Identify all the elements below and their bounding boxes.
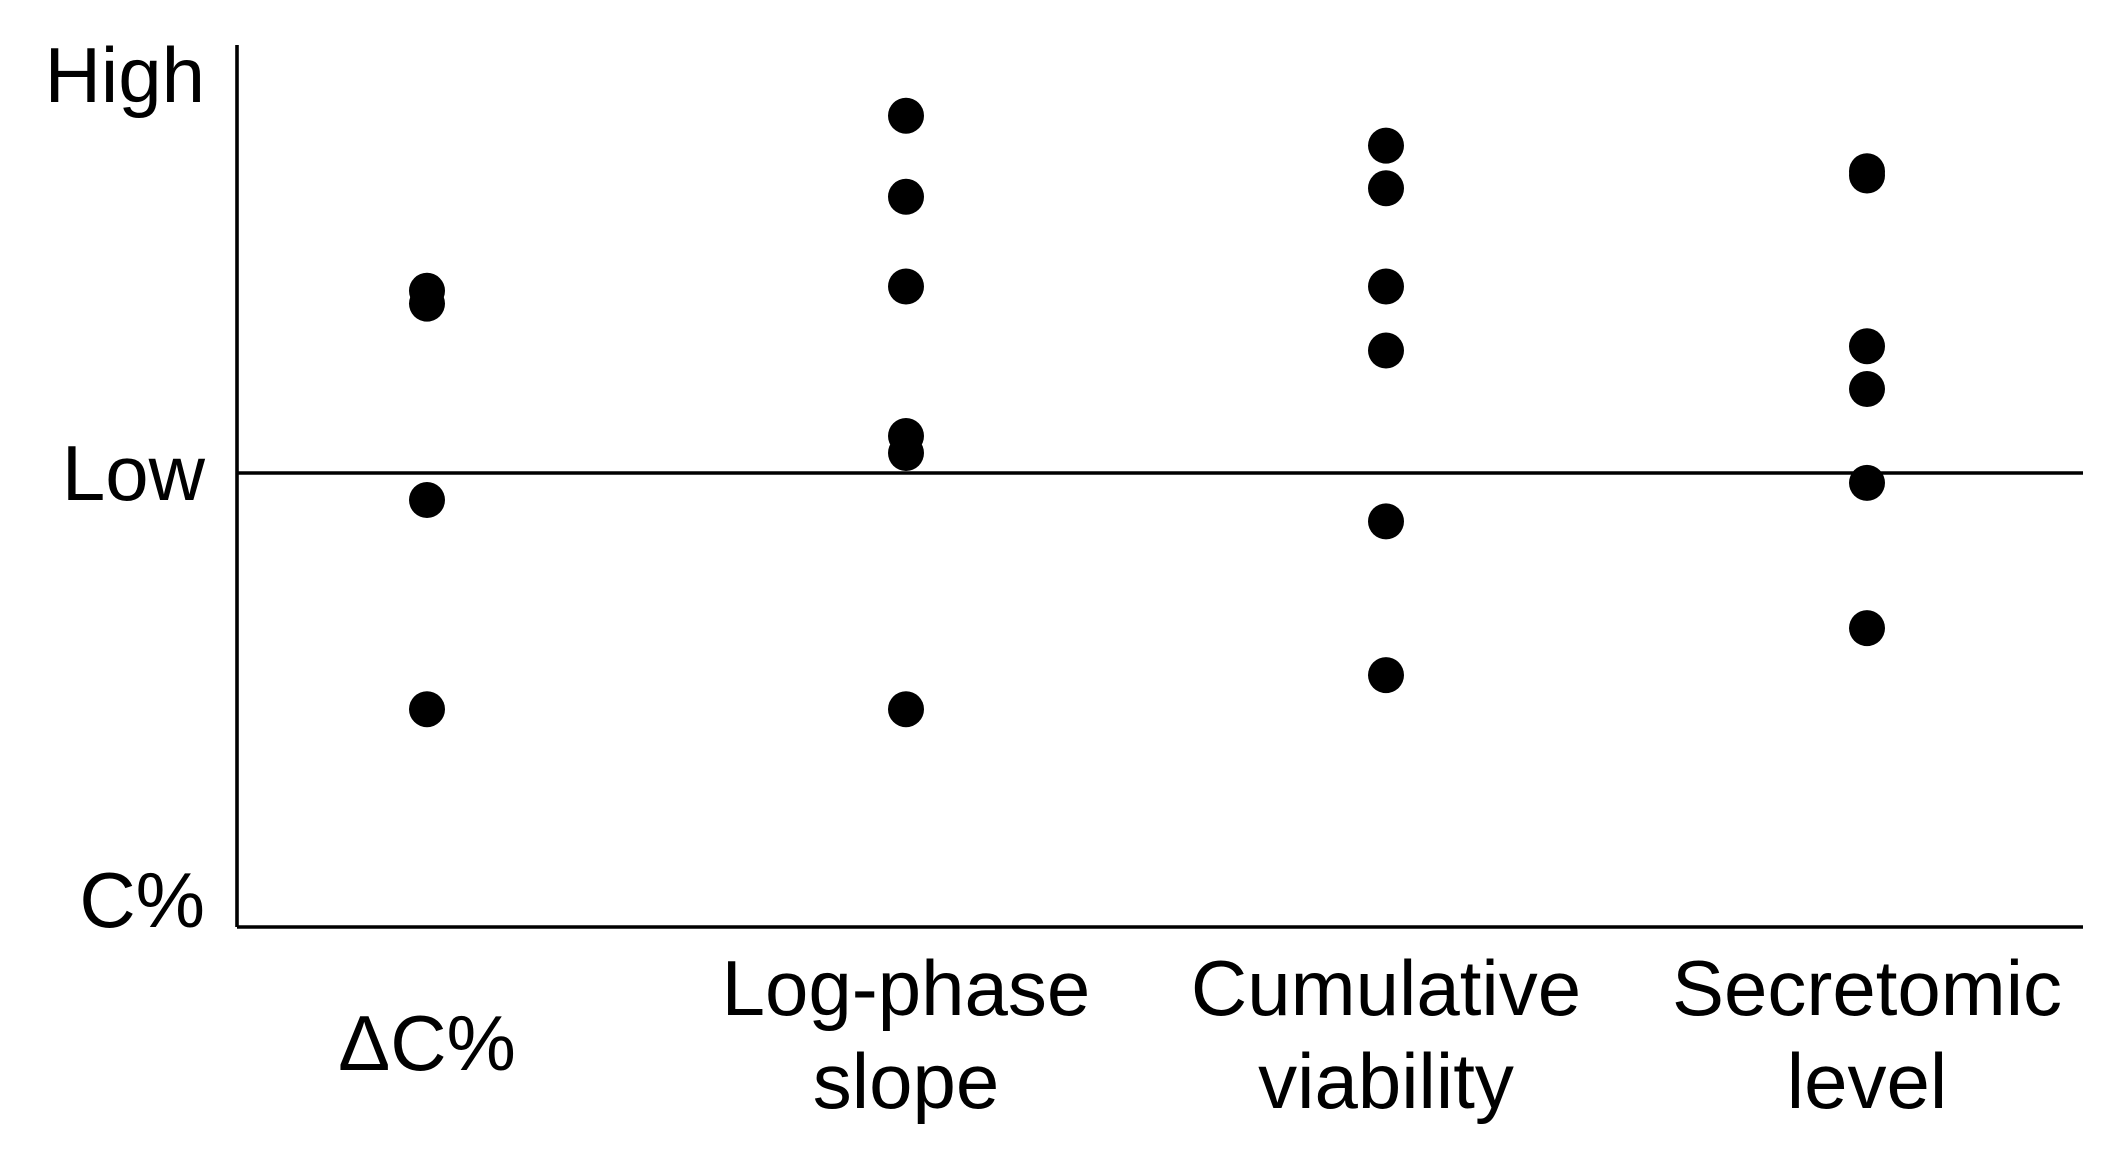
data-point-3-4 [1368, 268, 1404, 305]
data-point-2-6 [888, 178, 924, 215]
category-label-3: Cumulative viability [1191, 944, 1581, 1125]
data-point-3-1 [1368, 127, 1404, 164]
category-label-2: Log-phase slope [722, 944, 1091, 1125]
category-label-line: slope [813, 1037, 999, 1125]
data-point-3-5 [1368, 503, 1404, 540]
data-point-3-3 [1368, 657, 1404, 694]
data-point-4-6 [1849, 328, 1885, 365]
category-label-1: ΔC% [338, 999, 516, 1087]
data-point-1-3 [409, 285, 445, 322]
data-point-2-4 [888, 691, 924, 728]
category-label-line: viability [1258, 1037, 1514, 1125]
data-point-1-2 [409, 482, 445, 518]
y-tick-label-low: Low [62, 429, 206, 517]
data-point-4-5 [1849, 464, 1885, 501]
data-point-2-5 [888, 418, 924, 454]
data-point-3-2 [1368, 332, 1404, 369]
category-label-line: Log-phase [722, 944, 1091, 1032]
data-point-2-2 [888, 268, 924, 305]
data-point-1-4 [409, 691, 445, 728]
category-label-4: Secretomic level [1672, 944, 2062, 1125]
data-point-4-4 [1849, 610, 1885, 647]
data-points-layer [409, 97, 1885, 728]
category-label-line: Secretomic [1672, 944, 2062, 1032]
category-labels-layer: ΔC% Log-phase slope Cumulative viability Secr… [338, 944, 2062, 1125]
y-tick-label-high: High [45, 31, 205, 119]
data-point-3-6 [1368, 170, 1404, 207]
category-label-line: level [1787, 1037, 1947, 1125]
data-point-4-2 [1849, 371, 1885, 407]
data-point-4-3 [1849, 157, 1885, 194]
category-label-line: ΔC% [338, 999, 516, 1087]
y-tick-label-c-percent: C% [79, 856, 205, 944]
category-label-line: Cumulative [1191, 944, 1581, 1032]
data-point-2-1 [888, 97, 924, 134]
